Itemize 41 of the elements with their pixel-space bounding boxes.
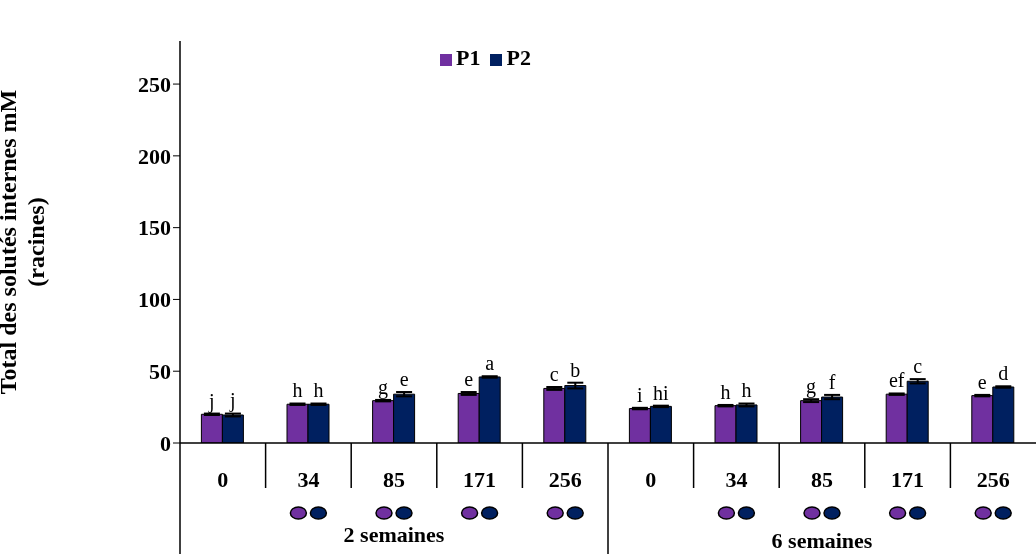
data-label: f xyxy=(828,370,836,393)
data-label: d xyxy=(998,362,1009,385)
y-axis-title: Total des solutés internes mM (racines) xyxy=(0,89,49,395)
data-label: h xyxy=(741,379,752,402)
data-label: b xyxy=(570,358,581,381)
data-label: c xyxy=(549,362,559,385)
data-label: ef xyxy=(888,369,905,392)
data-label: g xyxy=(806,375,817,399)
data-label: h xyxy=(292,379,303,402)
y-tick-label: 0 xyxy=(160,430,171,456)
data-label: hi xyxy=(653,381,670,404)
x-tick-label: 34 xyxy=(725,467,748,492)
x-tick-label: 171 xyxy=(891,467,925,492)
x-tick-label: 0 xyxy=(217,467,229,492)
text: 2 semaines xyxy=(343,522,445,547)
x-tick-label: 256 xyxy=(976,467,1010,492)
y-tick-label: 250 xyxy=(138,71,171,97)
data-label: a xyxy=(485,352,495,375)
x-tick-label: 256 xyxy=(548,467,582,492)
data-label: h xyxy=(720,380,731,403)
data-label: j xyxy=(229,389,236,413)
data-label: e xyxy=(464,367,474,390)
y-tick-label: 50 xyxy=(149,359,171,385)
data-label: c xyxy=(913,354,923,377)
data-label: h xyxy=(313,379,324,402)
x-tick-label: 34 xyxy=(297,467,320,492)
y-tick-label: 200 xyxy=(138,143,171,169)
data-label: i xyxy=(637,383,644,406)
y-tick-label: 100 xyxy=(138,287,171,313)
text: 6 semaines xyxy=(771,528,873,553)
legend-label: P2 xyxy=(506,45,531,70)
data-label: e xyxy=(399,367,409,390)
data-label: g xyxy=(378,375,389,399)
data-label: e xyxy=(977,370,987,393)
x-tick-label: 171 xyxy=(463,467,497,492)
legend-label: P1 xyxy=(456,45,481,70)
data-label: j xyxy=(208,389,215,413)
y-tick-label: 150 xyxy=(138,215,171,241)
x-tick-label: 85 xyxy=(811,467,833,492)
x-tick-label: 0 xyxy=(645,467,657,492)
x-tick-label: 85 xyxy=(383,467,405,492)
